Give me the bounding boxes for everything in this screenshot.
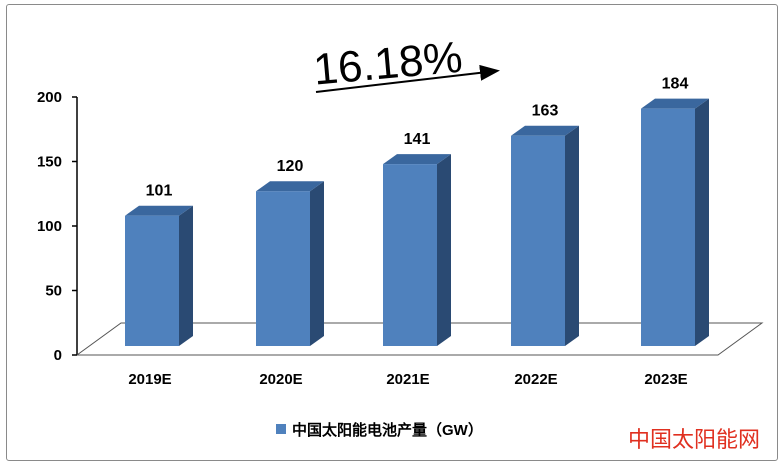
bar-side	[310, 181, 324, 346]
watermark: 中国太阳能网	[628, 427, 760, 452]
x-tick-label: 2020E	[259, 371, 302, 388]
bar-front	[511, 135, 565, 346]
data-label: 184	[662, 76, 689, 93]
x-tick-label: 2023E	[644, 371, 687, 388]
data-label: 163	[532, 103, 559, 120]
data-label: 101	[146, 183, 173, 200]
y-tick-label: 50	[45, 283, 62, 300]
bar-front	[125, 215, 179, 346]
y-tick-label: 0	[54, 347, 62, 364]
growth-rate-annotation: 16.18%	[311, 33, 464, 95]
bar-2020E	[256, 181, 324, 346]
y-tick-label: 100	[37, 218, 62, 235]
bar-front	[641, 108, 695, 346]
legend-swatch	[276, 424, 286, 434]
bar-side	[695, 98, 709, 346]
x-tick-label: 2021E	[386, 371, 429, 388]
y-tick-label: 150	[37, 154, 62, 171]
bar-side	[437, 154, 451, 346]
bar-side	[179, 205, 193, 346]
bar-top	[383, 154, 451, 165]
bar-side	[565, 125, 579, 346]
growth-arrow	[315, 64, 500, 93]
bar-2023E	[641, 98, 709, 346]
x-tick-label: 2019E	[128, 371, 171, 388]
bar-2021E	[383, 154, 451, 346]
bar-front	[256, 191, 310, 346]
bar-top	[125, 205, 193, 216]
x-tick-label: 2022E	[514, 371, 557, 388]
bar-top	[256, 181, 324, 192]
data-label: 120	[277, 158, 304, 175]
bar-2019E	[125, 205, 193, 346]
legend-label: 中国太阳能电池产量（GW）	[292, 421, 483, 439]
bar-top	[641, 98, 709, 109]
y-tick-label: 200	[37, 89, 62, 106]
bar-top	[511, 125, 579, 136]
bar-2022E	[511, 125, 579, 346]
data-label: 141	[404, 131, 431, 148]
bar-front	[383, 164, 437, 346]
